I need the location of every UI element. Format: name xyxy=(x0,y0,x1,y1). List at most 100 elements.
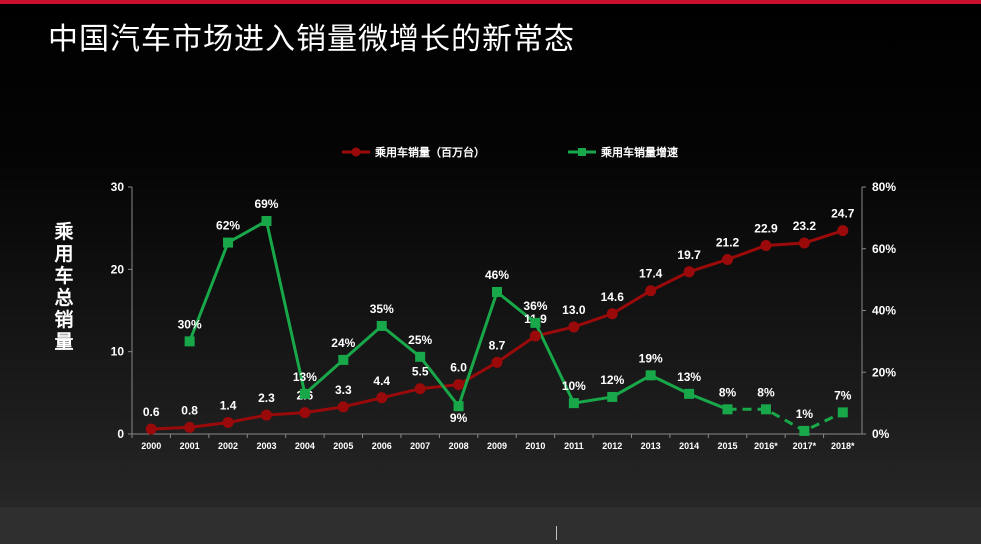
left-y-tick-label: 20 xyxy=(111,262,125,276)
sales-data-label: 23.2 xyxy=(793,219,817,233)
x-tick-label: 2006 xyxy=(372,441,392,451)
growth-data-label: 13% xyxy=(677,370,701,384)
growth-point xyxy=(684,388,695,399)
x-tick-label: 2000 xyxy=(141,441,161,451)
growth-point xyxy=(223,237,234,248)
x-tick-label: 2004 xyxy=(295,441,315,451)
growth-point xyxy=(722,404,733,415)
footer-bar xyxy=(0,507,981,544)
x-tick-label: 2008 xyxy=(449,441,469,451)
legend-growth-label: 乘用车销量增速 xyxy=(600,145,678,159)
sales-point xyxy=(683,266,695,278)
sales-point xyxy=(184,421,196,433)
sales-series-line xyxy=(151,229,844,431)
sales-data-label: 0.6 xyxy=(143,405,160,419)
sales-data-label: 22.9 xyxy=(754,221,778,235)
growth-point xyxy=(568,398,579,409)
sales-point xyxy=(760,239,772,251)
right-y-tick-label: 20% xyxy=(872,365,896,379)
growth-data-label: 24% xyxy=(331,336,355,350)
growth-data-label: 7% xyxy=(834,388,852,402)
growth-data-label: 8% xyxy=(719,385,737,399)
sales-data-label: 17.4 xyxy=(639,267,663,281)
x-tick-label: 2003 xyxy=(256,441,276,451)
sales-data-label: 4.4 xyxy=(373,374,390,388)
sales-point xyxy=(606,308,618,320)
sales-point xyxy=(722,253,734,265)
x-tick-label: 2002 xyxy=(218,441,238,451)
growth-data-label: 46% xyxy=(485,268,509,282)
growth-data-label: 35% xyxy=(370,302,394,316)
legend-sales-swatch-marker xyxy=(351,147,361,157)
x-tick-label: 2009 xyxy=(487,441,507,451)
growth-data-label: 9% xyxy=(450,411,468,425)
left-y-tick-label: 30 xyxy=(111,180,125,194)
growth-data-label: 1% xyxy=(796,407,814,421)
growth-point xyxy=(261,215,272,226)
sales-data-label: 13.0 xyxy=(562,303,586,317)
sales-data-label: 2.3 xyxy=(258,391,275,405)
sales-point xyxy=(529,330,541,342)
sales-data-label: 19.7 xyxy=(677,248,701,262)
x-tick-label: 2010 xyxy=(525,441,545,451)
sales-data-label: 3.3 xyxy=(335,383,352,397)
growth-data-label: 8% xyxy=(757,385,775,399)
growth-data-label: 25% xyxy=(408,333,432,347)
growth-data-label: 19% xyxy=(639,351,663,365)
top-accent-bar xyxy=(0,0,981,4)
growth-point xyxy=(645,370,656,381)
x-tick-label: 2001 xyxy=(180,441,200,451)
growth-point xyxy=(492,286,502,297)
right-y-tick-label: 80% xyxy=(872,180,896,194)
sales-point xyxy=(299,407,311,419)
growth-data-label: 10% xyxy=(562,379,586,393)
growth-point xyxy=(184,336,195,347)
sales-point xyxy=(491,356,503,368)
growth-point xyxy=(799,425,810,436)
growth-point xyxy=(376,320,387,331)
legend-sales-label: 乘用车销量（百万台） xyxy=(374,145,485,159)
x-tick-label: 2015 xyxy=(718,441,738,451)
sales-data-label: 21.2 xyxy=(716,235,740,249)
legend-growth-swatch-marker xyxy=(578,148,586,156)
growth-data-label: 62% xyxy=(216,219,240,233)
sales-data-label: 0.8 xyxy=(181,403,198,417)
left-y-tick-label: 0 xyxy=(117,427,124,441)
x-tick-label: 2011 xyxy=(564,441,584,451)
sales-point xyxy=(837,225,849,237)
sales-point xyxy=(645,285,657,297)
sales-data-label: 1.4 xyxy=(220,398,237,412)
x-tick-label: 2012 xyxy=(602,441,622,451)
footer-divider xyxy=(556,526,557,540)
x-tick-label: 2017* xyxy=(793,441,817,451)
x-tick-label: 2007 xyxy=(410,441,430,451)
sales-data-label: 6.0 xyxy=(450,361,467,375)
growth-point xyxy=(453,401,464,412)
x-tick-label: 2014 xyxy=(679,441,699,451)
sales-point xyxy=(414,383,426,395)
sales-data-label: 5.5 xyxy=(412,365,429,379)
growth-point xyxy=(760,404,771,415)
right-y-tick-label: 0% xyxy=(872,427,890,441)
growth-data-label: 69% xyxy=(254,197,278,211)
slide-title: 中国汽车市场进入销量微增长的新常态 xyxy=(48,23,575,56)
x-tick-label: 2016* xyxy=(754,441,778,451)
y-axis-title: 乘用车总销量 xyxy=(54,222,74,353)
sales-point xyxy=(260,409,272,421)
growth-series-dashed-line xyxy=(727,407,844,433)
growth-point xyxy=(415,351,426,362)
sales-point xyxy=(145,423,157,435)
growth-data-label: 12% xyxy=(600,373,624,387)
growth-point xyxy=(299,388,310,399)
sales-point xyxy=(568,321,580,333)
left-y-tick-label: 10 xyxy=(111,345,125,359)
growth-data-label: 13% xyxy=(293,370,317,384)
sales-data-label: 14.6 xyxy=(601,290,625,304)
x-tick-label: 2013 xyxy=(641,441,661,451)
sales-point xyxy=(798,237,810,249)
growth-data-label: 36% xyxy=(523,299,547,313)
growth-point xyxy=(837,407,848,418)
growth-point xyxy=(607,391,618,402)
x-tick-label: 2005 xyxy=(333,441,353,451)
